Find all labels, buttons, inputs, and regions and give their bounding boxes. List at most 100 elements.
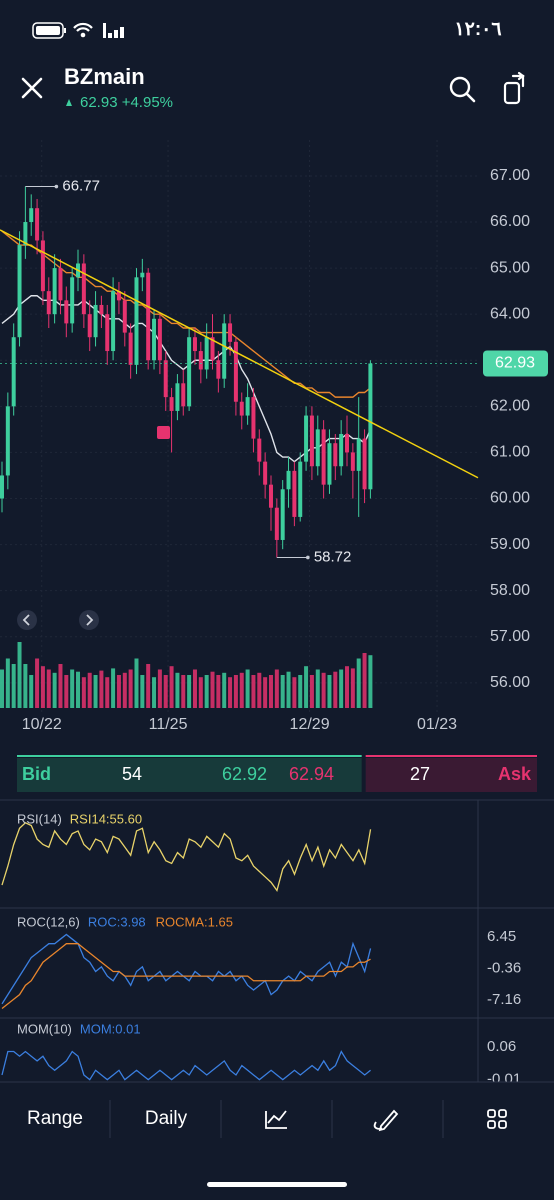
volume-bar bbox=[333, 671, 338, 708]
candle-body bbox=[46, 291, 51, 315]
volume-bar bbox=[216, 675, 221, 708]
range-button[interactable]: Range bbox=[27, 1108, 83, 1129]
y-tick-label: -7.16 bbox=[487, 991, 521, 1008]
panel-title: MOM(10) bbox=[17, 1021, 72, 1036]
volume-bar bbox=[286, 671, 291, 708]
volume-bar bbox=[140, 675, 145, 708]
volume-bar bbox=[350, 668, 355, 708]
volume-bar bbox=[40, 666, 45, 708]
candle-body bbox=[29, 208, 34, 223]
interval-button[interactable]: Daily bbox=[145, 1108, 188, 1129]
rotate-button[interactable] bbox=[503, 71, 525, 105]
candle-body bbox=[216, 360, 221, 379]
candle-body bbox=[146, 272, 151, 361]
volume-bar bbox=[76, 671, 81, 708]
candle-body bbox=[239, 401, 244, 416]
more-button[interactable] bbox=[487, 1109, 507, 1129]
candle-body bbox=[134, 277, 139, 365]
volume-bar bbox=[309, 675, 314, 708]
volume-bar bbox=[280, 675, 285, 708]
candle-body bbox=[128, 332, 133, 365]
ask-label: Ask bbox=[498, 764, 532, 784]
candle-body bbox=[116, 291, 121, 301]
candle-body bbox=[233, 341, 238, 402]
volume-bar bbox=[239, 672, 244, 708]
scroll-buttons[interactable] bbox=[17, 610, 99, 630]
candle-body bbox=[187, 337, 192, 407]
volume-bar bbox=[163, 675, 168, 708]
panel-title: RSI(14) bbox=[17, 811, 62, 826]
candle-body bbox=[368, 363, 373, 490]
volume-bar bbox=[87, 672, 92, 708]
price-change: 62.93 +4.95% bbox=[80, 94, 173, 111]
candle-body bbox=[192, 337, 197, 352]
candle-body bbox=[251, 397, 256, 439]
candle-body bbox=[169, 397, 174, 411]
bid-size: 54 bbox=[122, 764, 142, 784]
volume-bar bbox=[315, 669, 320, 708]
candle-body bbox=[93, 304, 98, 338]
volume-bar bbox=[321, 672, 326, 708]
search-button[interactable] bbox=[449, 76, 476, 103]
y-tick-label: 57.00 bbox=[490, 628, 530, 645]
last-price-label: 62.93 bbox=[495, 355, 535, 372]
candle-body bbox=[210, 337, 215, 361]
y-tick-label: 56.00 bbox=[490, 674, 530, 691]
bid-box bbox=[17, 758, 362, 792]
volume-bar bbox=[58, 664, 63, 708]
event-marker[interactable] bbox=[157, 426, 170, 439]
ask-ratio bbox=[365, 755, 537, 757]
volume-bar bbox=[29, 675, 34, 708]
volume-bar bbox=[228, 677, 233, 708]
volume-bar bbox=[187, 675, 192, 708]
candle-body bbox=[292, 470, 297, 517]
volume-bar bbox=[245, 669, 250, 708]
status-icons bbox=[32, 22, 124, 39]
y-tick-label: 64.00 bbox=[490, 305, 530, 322]
volume-bar bbox=[298, 675, 303, 708]
volume-bar bbox=[93, 675, 98, 708]
panel-borders bbox=[0, 799, 554, 1082]
candle-body bbox=[163, 360, 168, 398]
candle-body bbox=[198, 351, 203, 370]
volume-bar bbox=[181, 675, 186, 708]
y-tick-label: 59.00 bbox=[490, 536, 530, 553]
moving-average bbox=[1, 295, 372, 463]
volume-bar bbox=[52, 672, 57, 708]
trend-line bbox=[0, 229, 479, 479]
volume-bar bbox=[105, 677, 110, 708]
indicator-line bbox=[1, 822, 372, 892]
x-tick-label: 12/29 bbox=[290, 716, 330, 733]
candle-body bbox=[105, 314, 110, 352]
charts: 67.0066.0065.0064.0063.0062.0061.0060.00… bbox=[0, 140, 548, 1082]
moving-average bbox=[1, 230, 371, 398]
volume-bar bbox=[339, 669, 344, 708]
candle-body bbox=[99, 304, 104, 315]
volume-bar bbox=[169, 666, 174, 708]
volume-bar bbox=[368, 655, 373, 708]
volume-bar bbox=[257, 672, 262, 708]
volume-bar bbox=[251, 675, 256, 708]
candle-body bbox=[222, 323, 227, 379]
draw-button[interactable] bbox=[373, 1109, 399, 1132]
candle-body bbox=[321, 429, 326, 485]
volume-bar bbox=[5, 658, 10, 708]
volume-bar bbox=[362, 653, 367, 708]
candle-body bbox=[280, 489, 285, 540]
volume-bar bbox=[116, 675, 121, 708]
volume-bar bbox=[0, 669, 4, 708]
volume-bar bbox=[222, 672, 227, 708]
close-button[interactable] bbox=[21, 77, 43, 99]
volume-bar bbox=[304, 666, 309, 708]
y-tick-label: 60.00 bbox=[490, 490, 530, 507]
volume-bar bbox=[292, 677, 297, 708]
volume-bar bbox=[23, 664, 28, 708]
volume-bar bbox=[233, 675, 238, 708]
up-arrow bbox=[66, 99, 72, 106]
y-tick-label: 0.06 bbox=[487, 1038, 516, 1055]
indicator-button[interactable] bbox=[265, 1110, 287, 1129]
volume-bar bbox=[122, 672, 127, 708]
